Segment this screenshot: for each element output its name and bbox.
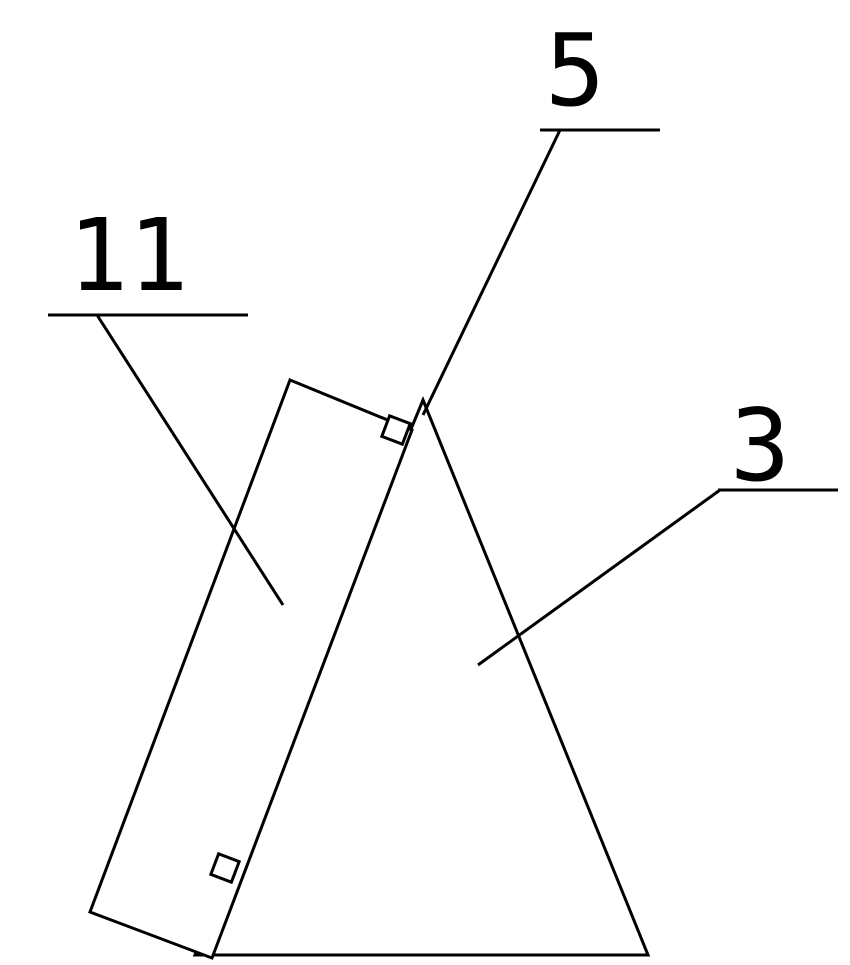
label-3: 3 bbox=[730, 387, 790, 504]
diagram-canvas: 5 11 3 bbox=[0, 0, 850, 965]
slab-part bbox=[90, 380, 412, 958]
label-11: 11 bbox=[68, 197, 188, 314]
leader-0 bbox=[423, 130, 560, 415]
leader-2 bbox=[478, 490, 720, 665]
leader-1 bbox=[97, 315, 283, 605]
label-5: 5 bbox=[545, 12, 605, 129]
